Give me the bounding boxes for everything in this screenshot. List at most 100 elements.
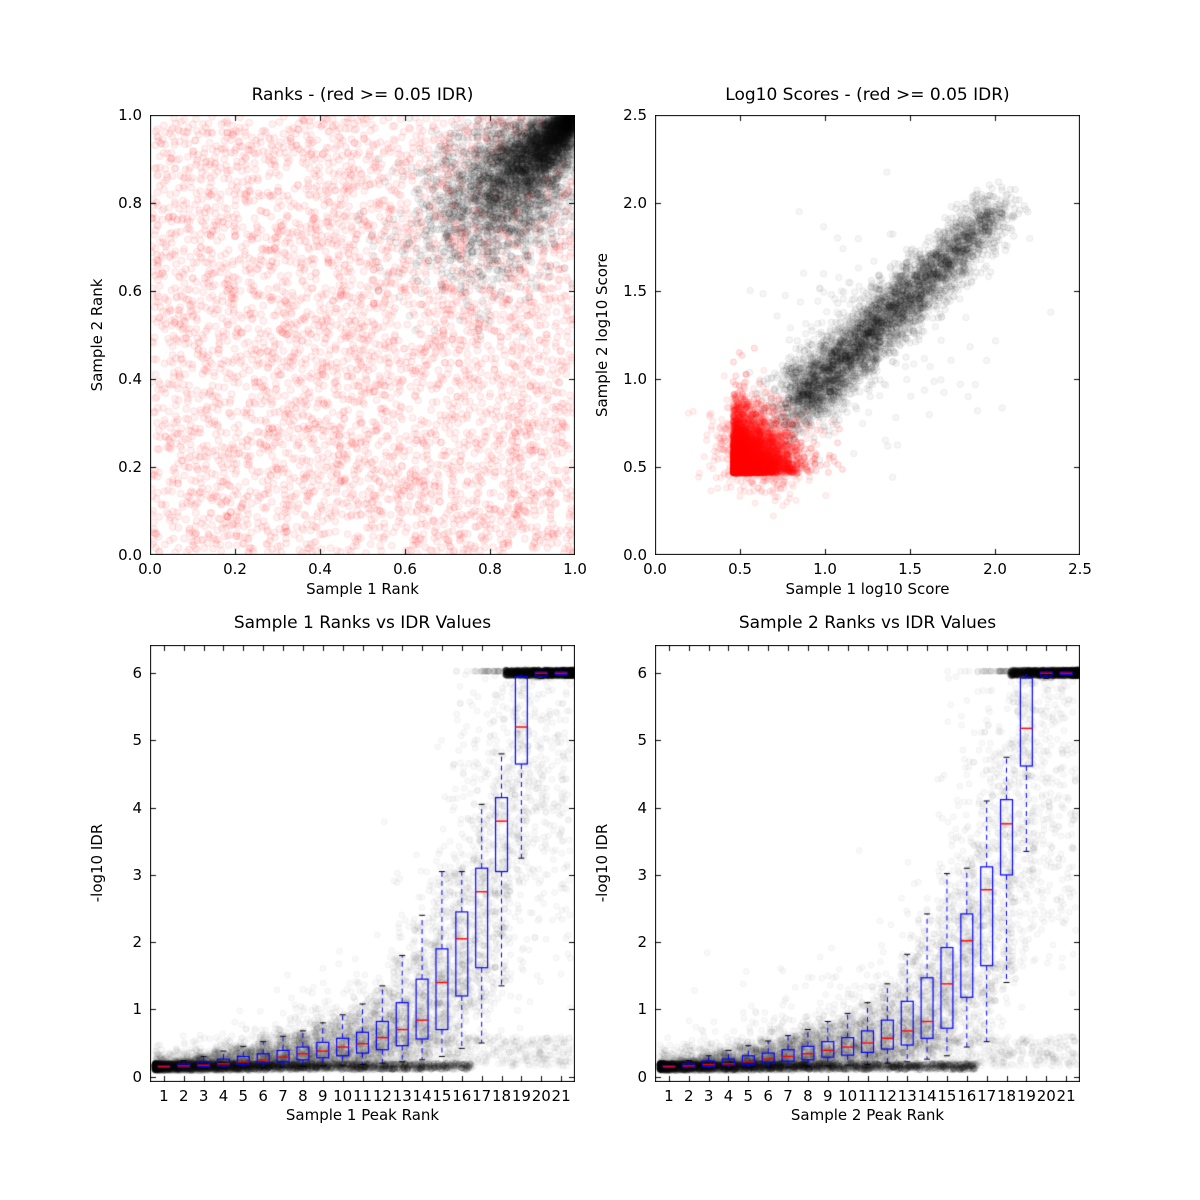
x-tick-label: 2.5 [1068,560,1092,578]
y-tick-label: 1.5 [623,282,647,300]
y-tick-label: 0.6 [118,282,142,300]
y-tick-label: 2.5 [623,106,647,124]
y-tick-label: 1 [637,1000,647,1019]
sample2-boxplot-canvas [655,645,1080,1082]
y-tick-label: 0.8 [118,194,142,212]
y-tick-label: 3 [132,865,142,884]
x-tick-label: 12 [877,1087,897,1105]
rank-scatter-ylabel: Sample 2 Rank [88,278,106,392]
x-tick-label: 2 [683,1087,694,1105]
sample1-boxplot-canvas [150,645,575,1082]
x-tick-label: 18 [491,1087,512,1105]
x-tick-label: 1.0 [813,560,837,578]
x-tick-label: 17 [472,1087,492,1105]
x-tick-label: 19 [511,1087,531,1105]
sample1-boxplot-ylabel: -log10 IDR [88,823,106,903]
x-tick-label: 0.2 [223,560,247,578]
rank-scatter-xlabel: Sample 1 Rank [306,580,419,598]
x-tick-label: 7 [278,1087,288,1105]
x-tick-label: 0.0 [138,560,162,578]
x-tick-label: 16 [452,1087,472,1105]
y-tick-label: 4 [637,798,647,817]
x-tick-label: 3 [198,1087,209,1105]
x-tick-label: 1.0 [563,560,587,578]
x-tick-label: 0.8 [478,560,502,578]
x-tick-label: 13 [392,1087,412,1105]
y-tick-label: 1 [132,1000,142,1019]
score-scatter-title: Log10 Scores - (red >= 0.05 IDR) [725,85,1010,105]
y-tick-label: 2.0 [623,194,647,212]
x-tick-label: 21 [1056,1087,1076,1105]
y-tick-label: 6 [132,664,142,683]
x-tick-label: 1 [664,1087,674,1105]
x-tick-label: 0.4 [308,560,332,578]
sample1-boxplot-xlabel: Sample 1 Peak Rank [285,1106,440,1124]
x-tick-label: 5 [238,1087,249,1105]
y-tick-label: 0.0 [118,546,142,564]
y-tick-label: 0.4 [118,370,142,388]
score-scatter-canvas [655,115,1080,555]
x-tick-label: 20 [531,1087,551,1105]
x-tick-label: 12 [372,1087,392,1105]
y-tick-label: 4 [132,798,142,817]
sample1-boxplot-title: Sample 1 Ranks vs IDR Values [233,613,492,633]
y-tick-label: 0 [637,1067,647,1086]
x-tick-label: 9 [317,1087,328,1105]
x-tick-label: 1 [159,1087,169,1105]
x-tick-label: 7 [783,1087,793,1105]
y-tick-label: 3 [637,865,647,884]
x-tick-label: 4 [218,1087,229,1105]
x-tick-label: 16 [957,1087,977,1105]
sample2-boxplot-ylabel: -log10 IDR [593,823,611,903]
x-tick-label: 17 [977,1087,997,1105]
y-tick-label: 6 [637,664,647,683]
x-tick-label: 3 [703,1087,714,1105]
x-tick-label: 0.0 [643,560,667,578]
x-tick-label: 14 [412,1087,432,1105]
x-tick-label: 20 [1036,1087,1056,1105]
x-tick-label: 9 [822,1087,833,1105]
y-tick-label: 5 [132,731,142,750]
x-tick-label: 8 [803,1087,813,1105]
x-tick-label: 0.6 [393,560,417,578]
rank-scatter-canvas [150,115,575,555]
x-tick-label: 5 [743,1087,754,1105]
rank-scatter-title: Ranks - (red >= 0.05 IDR) [251,85,474,105]
x-tick-label: 21 [551,1087,571,1105]
score-scatter-ylabel: Sample 2 log10 Score [593,252,611,418]
sample2-boxplot-xlabel: Sample 2 Peak Rank [790,1106,945,1124]
x-tick-label: 19 [1016,1087,1036,1105]
y-tick-label: 0 [132,1067,142,1086]
y-tick-label: 1.0 [118,106,142,124]
x-tick-label: 15 [937,1087,957,1105]
x-tick-label: 18 [996,1087,1017,1105]
y-tick-label: 0.5 [623,458,647,476]
y-tick-label: 2 [637,933,647,952]
y-tick-label: 2 [132,933,142,952]
x-tick-label: 11 [352,1087,373,1105]
x-tick-label: 6 [763,1087,773,1105]
x-tick-label: 15 [432,1087,452,1105]
x-tick-label: 10 [838,1087,858,1105]
x-tick-label: 2.0 [983,560,1007,578]
x-tick-label: 11 [857,1087,878,1105]
sample2-boxplot-title: Sample 2 Ranks vs IDR Values [738,613,997,633]
x-tick-label: 10 [333,1087,353,1105]
x-tick-label: 1.5 [898,560,922,578]
y-tick-label: 5 [637,731,647,750]
x-tick-label: 0.5 [728,560,752,578]
x-tick-label: 14 [917,1087,937,1105]
x-tick-label: 13 [897,1087,917,1105]
x-tick-label: 6 [258,1087,268,1105]
x-tick-label: 4 [723,1087,734,1105]
y-tick-label: 1.0 [623,370,647,388]
x-tick-label: 2 [178,1087,189,1105]
score-scatter-xlabel: Sample 1 log10 Score [785,580,950,598]
y-tick-label: 0.2 [118,458,142,476]
y-tick-label: 0.0 [623,546,647,564]
